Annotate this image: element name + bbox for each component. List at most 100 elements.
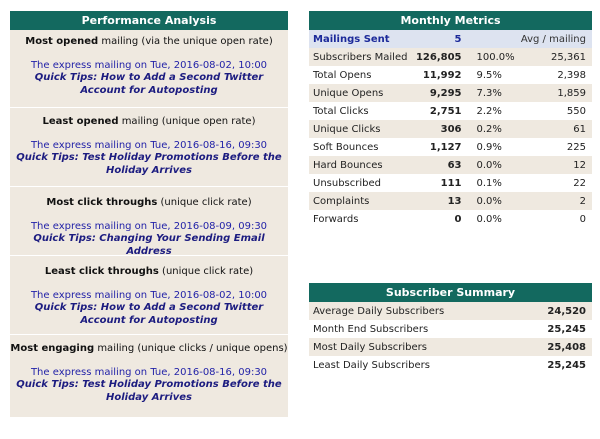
card-title-bold: Most click throughs bbox=[46, 197, 158, 208]
metric-percent: 2.2% bbox=[464, 102, 518, 120]
metric-label: Complaints bbox=[309, 192, 413, 210]
metric-value: 13 bbox=[412, 192, 465, 210]
mailings-sent-row: Mailings Sent 5 Avg / mailing bbox=[309, 30, 592, 48]
metric-avg-per-mailing: 0 bbox=[517, 210, 592, 228]
metric-row: Subscribers Mailed 126,805 100.0% 25,361 bbox=[309, 48, 592, 66]
metric-label: Subscribers Mailed bbox=[309, 48, 413, 66]
mailing-date: The express mailing on Tue, 2016-08-02, … bbox=[30, 290, 268, 301]
metric-value: 11,992 bbox=[412, 66, 465, 84]
metric-label: Unsubscribed bbox=[309, 174, 413, 192]
metric-value: 2,751 bbox=[412, 102, 465, 120]
mailing-subject-link[interactable]: Quick Tips: Test Holiday Promotions Befo… bbox=[16, 379, 282, 403]
subscriber-label: Average Daily Subscribers bbox=[309, 302, 520, 320]
subscriber-label: Most Daily Subscribers bbox=[309, 338, 520, 356]
metric-row: Unique Opens 9,295 7.3% 1,859 bbox=[309, 84, 592, 102]
mailings-sent-pct bbox=[464, 30, 518, 48]
metric-percent: 0.2% bbox=[464, 120, 518, 138]
metric-row: Forwards 0 0.0% 0 bbox=[309, 210, 592, 228]
mailings-sent-label: Mailings Sent bbox=[309, 30, 413, 48]
mailing-date: The express mailing on Tue, 2016-08-02, … bbox=[30, 60, 268, 71]
card-most-engaging: Most engaging mailing (unique clicks / u… bbox=[10, 335, 288, 418]
metric-avg-per-mailing: 25,361 bbox=[517, 48, 592, 66]
metric-avg-per-mailing: 2,398 bbox=[517, 66, 592, 84]
card-title-rest: (unique click rate) bbox=[157, 197, 252, 208]
mailing-subject-link[interactable]: Quick Tips: How to Add a Second Twitter … bbox=[34, 72, 264, 96]
card-title-bold: Least opened bbox=[42, 116, 119, 127]
subscriber-row: Average Daily Subscribers 24,520 bbox=[309, 302, 592, 320]
card-least-click-throughs: Least click throughs (unique click rate)… bbox=[10, 256, 288, 335]
mailing-date: The express mailing on Tue, 2016-08-16, … bbox=[30, 367, 268, 378]
metric-percent: 9.5% bbox=[464, 66, 518, 84]
performance-analysis-title: Performance Analysis bbox=[10, 11, 288, 30]
metric-avg-per-mailing: 2 bbox=[517, 192, 592, 210]
subscriber-label: Month End Subscribers bbox=[309, 320, 520, 338]
card-most-click-throughs: Most click throughs (unique click rate) … bbox=[10, 187, 288, 257]
mailing-subject-link[interactable]: Quick Tips: Changing Your Sending Email … bbox=[33, 233, 265, 257]
metric-percent: 100.0% bbox=[464, 48, 518, 66]
card-least-opened: Least opened mailing (unique open rate) … bbox=[10, 108, 288, 187]
card-title-bold: Most opened bbox=[25, 36, 99, 47]
metric-label: Total Clicks bbox=[309, 102, 413, 120]
subscriber-summary-panel: Subscriber Summary Average Daily Subscri… bbox=[309, 283, 592, 374]
mailing-date: The express mailing on Tue, 2016-08-16, … bbox=[30, 140, 268, 151]
avg-per-mailing-label: Avg / mailing bbox=[517, 30, 592, 48]
monthly-metrics-title: Monthly Metrics bbox=[309, 11, 592, 30]
card-title-rest: mailing (unique open rate) bbox=[118, 116, 256, 127]
metric-value: 111 bbox=[412, 174, 465, 192]
card-title-bold: Least click throughs bbox=[44, 266, 159, 277]
metric-label: Unique Opens bbox=[309, 84, 413, 102]
mailing-subject-link[interactable]: Quick Tips: Test Holiday Promotions Befo… bbox=[16, 152, 282, 176]
metric-percent: 0.1% bbox=[464, 174, 518, 192]
metric-row: Total Clicks 2,751 2.2% 550 bbox=[309, 102, 592, 120]
metric-percent: 0.0% bbox=[464, 210, 518, 228]
subscriber-summary-table: Average Daily Subscribers 24,520 Month End… bbox=[309, 302, 592, 374]
metric-avg-per-mailing: 61 bbox=[517, 120, 592, 138]
metric-avg-per-mailing: 550 bbox=[517, 102, 592, 120]
metric-row: Unsubscribed 111 0.1% 22 bbox=[309, 174, 592, 192]
metric-value: 1,127 bbox=[412, 138, 465, 156]
mailing-subject-link[interactable]: Quick Tips: How to Add a Second Twitter … bbox=[34, 302, 264, 326]
metrics-rows: Subscribers Mailed 126,805 100.0% 25,361 Tot… bbox=[309, 48, 592, 228]
card-title: Least opened mailing (unique open rate) bbox=[10, 108, 288, 127]
performance-analysis-panel: Performance Analysis Most opened mailing… bbox=[10, 11, 288, 418]
metric-row: Complaints 13 0.0% 2 bbox=[309, 192, 592, 210]
metric-label: Soft Bounces bbox=[309, 138, 413, 156]
card-title-bold: Most engaging bbox=[10, 343, 95, 354]
metric-row: Total Opens 11,992 9.5% 2,398 bbox=[309, 66, 592, 84]
card-title-rest: mailing (via the unique open rate) bbox=[98, 36, 273, 47]
metric-label: Forwards bbox=[309, 210, 413, 228]
metric-row: Unique Clicks 306 0.2% 61 bbox=[309, 120, 592, 138]
mailings-sent-value: 5 bbox=[412, 30, 465, 48]
subscriber-value: 25,245 bbox=[519, 320, 592, 338]
card-title: Most opened mailing (via the unique open… bbox=[10, 30, 288, 47]
metric-avg-per-mailing: 225 bbox=[517, 138, 592, 156]
subscriber-label: Least Daily Subscribers bbox=[309, 356, 520, 374]
metric-avg-per-mailing: 1,859 bbox=[517, 84, 592, 102]
metric-percent: 7.3% bbox=[464, 84, 518, 102]
subscriber-row: Month End Subscribers 25,245 bbox=[309, 320, 592, 338]
metric-value: 0 bbox=[412, 210, 465, 228]
card-most-opened: Most opened mailing (via the unique open… bbox=[10, 30, 288, 108]
card-title: Least click throughs (unique click rate) bbox=[10, 256, 288, 277]
metric-avg-per-mailing: 22 bbox=[517, 174, 592, 192]
metric-value: 306 bbox=[412, 120, 465, 138]
monthly-metrics-panel: Monthly Metrics Mailings Sent 5 Avg / ma… bbox=[309, 11, 592, 228]
metric-label: Unique Clicks bbox=[309, 120, 413, 138]
subscriber-value: 25,408 bbox=[519, 338, 592, 356]
subscriber-rows: Average Daily Subscribers 24,520 Month End… bbox=[309, 302, 592, 374]
subscriber-row: Least Daily Subscribers 25,245 bbox=[309, 356, 592, 374]
metric-row: Hard Bounces 63 0.0% 12 bbox=[309, 156, 592, 174]
card-title: Most click throughs (unique click rate) bbox=[10, 187, 288, 208]
metric-percent: 0.9% bbox=[464, 138, 518, 156]
card-title-rest: mailing (unique clicks / unique opens) bbox=[94, 343, 288, 354]
metric-label: Hard Bounces bbox=[309, 156, 413, 174]
metric-avg-per-mailing: 12 bbox=[517, 156, 592, 174]
metric-value: 126,805 bbox=[412, 48, 465, 66]
mailing-date: The express mailing on Tue, 2016-08-09, … bbox=[30, 221, 268, 232]
subscriber-value: 24,520 bbox=[519, 302, 592, 320]
subscriber-row: Most Daily Subscribers 25,408 bbox=[309, 338, 592, 356]
metric-percent: 0.0% bbox=[464, 192, 518, 210]
metric-percent: 0.0% bbox=[464, 156, 518, 174]
subscriber-value: 25,245 bbox=[519, 356, 592, 374]
metric-value: 63 bbox=[412, 156, 465, 174]
